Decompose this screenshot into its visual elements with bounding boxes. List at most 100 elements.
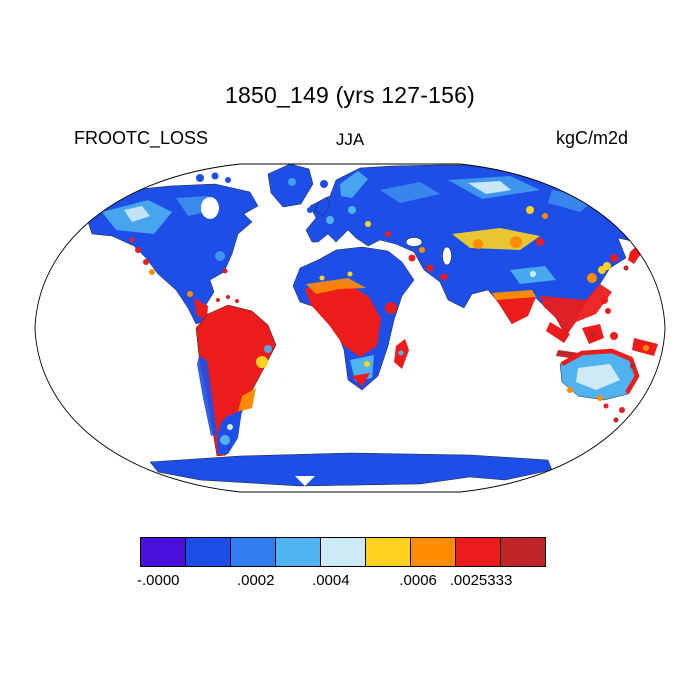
hotspot-southeast-asia [540,284,612,336]
island-sumatra [546,322,570,343]
hotspot [124,206,150,222]
hotspot [319,275,325,281]
hotspot [536,238,544,246]
hotspot [576,364,620,390]
hotspot [227,424,233,430]
colorbar-segment-8 [501,538,545,566]
land-region [211,172,219,180]
world-map [34,163,666,493]
colorbar-tick-label: .0025333 [449,572,513,589]
colorbar-segment-4 [321,538,366,566]
islands-maritime-sea [546,296,658,360]
hotspot [643,345,649,351]
hotspot [348,206,356,214]
hotspot [610,254,618,262]
land-region [196,174,204,182]
hotspot [630,363,636,369]
hotspot [238,388,256,412]
hotspot [597,395,603,401]
hotspot [226,295,230,299]
hotspot [216,298,220,302]
colorbar-tick-label: .0002 [236,572,275,589]
british-isles [307,196,331,217]
island-tasmania [603,403,609,409]
hotspot [440,273,448,281]
hotspot [473,239,483,249]
hotspot [567,387,573,393]
hotspot [288,178,296,186]
hotspot [380,182,440,203]
ocean-inlet [295,476,315,486]
continent-greenland [267,164,314,208]
hotspot [365,221,371,227]
colorbar-segment-2 [231,538,276,566]
hotspot [542,213,548,219]
continent-australia [559,348,640,423]
hotspot [587,273,597,283]
hotspot [526,206,534,214]
hotspot [149,269,155,275]
hotspot [352,373,370,387]
hotspot [530,271,536,277]
hotspot [194,298,208,320]
island-new-zealand [619,407,625,413]
ocean-inlet [201,197,219,219]
land-region [307,207,313,213]
hotspot [215,251,225,261]
colorbar-segment-7 [456,538,501,566]
hotspot [326,216,334,224]
hotspot [548,190,598,212]
island-philippines [605,308,611,314]
sea-caspian [442,246,452,266]
continent-south-america [195,304,277,457]
continent-north-america [87,183,259,325]
units-label: kgC/m2d [555,128,628,148]
continent-antarctica [149,452,553,487]
hotspot [264,345,272,353]
hotspot-india [496,297,536,324]
variable-label: FROOTC_LOSS [74,128,209,148]
hotspot [197,356,217,436]
hotspot [187,291,193,297]
hotspot [305,282,381,357]
island-new-zealand [613,417,619,423]
continent-eurasia [305,164,651,337]
hotspot [129,237,135,243]
hotspot [347,271,353,277]
hotspot [340,171,368,198]
hotspot [256,356,268,368]
hotspot [143,259,149,265]
hotspot [419,247,425,253]
hotspot [385,231,391,237]
continent-africa [292,246,415,391]
plot-title: 1850_149 (yrs 127-156) [225,82,475,108]
hotspot [468,181,511,194]
hotspot [603,262,611,270]
hotspot [492,290,536,300]
hotspot [235,299,239,303]
map-outline [34,163,666,493]
arctic-islands [196,172,328,188]
hotspot [398,350,404,356]
land-region [149,452,553,487]
hotspot [220,435,230,445]
subheader: FROOTC_LOSS JJA kgC/m2d [0,128,700,152]
land-region [320,180,328,188]
hotspot [426,264,434,272]
hotspot [306,278,366,294]
land-layer [87,164,658,487]
island-philippines [600,296,608,304]
hotspot [623,265,629,271]
colorbar [140,537,546,567]
hotspot [596,192,626,212]
colorbar-segment-1 [186,538,231,566]
island-sulawesi [610,332,618,340]
hotspot [222,268,228,274]
colorbar-tick-label: .0004 [312,572,350,589]
hotspot [510,236,522,248]
hotspot [135,247,141,253]
colorbar-tick-label: -.0000 [136,572,180,589]
colorbar-segment-5 [366,538,411,566]
land-region [314,196,331,217]
